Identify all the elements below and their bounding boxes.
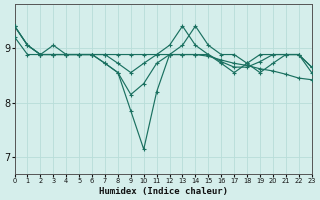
X-axis label: Humidex (Indice chaleur): Humidex (Indice chaleur) <box>99 187 228 196</box>
